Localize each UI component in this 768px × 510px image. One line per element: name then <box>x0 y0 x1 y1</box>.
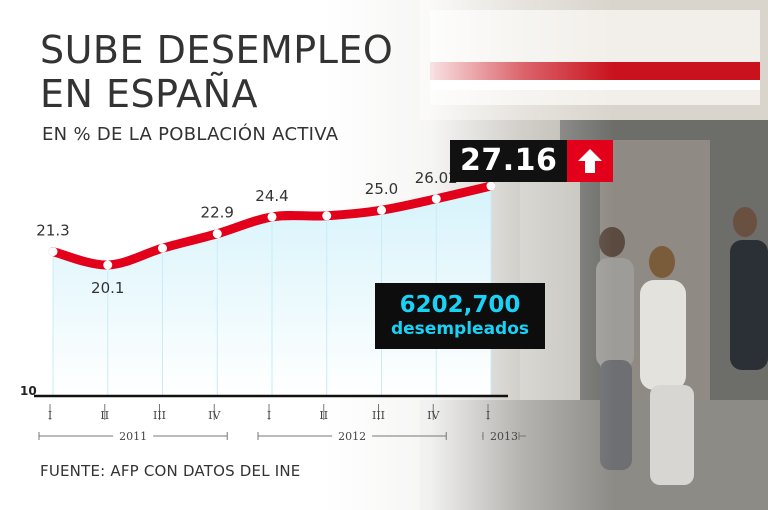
year-label: 2013 <box>490 430 518 443</box>
data-point <box>377 205 386 215</box>
data-point <box>486 181 496 191</box>
data-point <box>103 260 113 270</box>
x-tick-label: I <box>486 409 490 422</box>
data-point <box>267 212 277 222</box>
latest-value: 27.16 <box>450 140 568 182</box>
year-label: 2012 <box>338 430 366 443</box>
data-label: 21.3 <box>36 222 69 240</box>
data-point <box>322 211 332 221</box>
x-tick-label: III <box>372 409 385 422</box>
x-tick-label: IV <box>427 409 440 422</box>
unemployed-label: desempleados <box>390 319 530 339</box>
data-point <box>158 243 167 253</box>
data-point <box>48 247 58 257</box>
title-line-2: EN ESPAÑA <box>40 72 259 116</box>
chart-title: SUBE DESEMPLEO EN ESPAÑA <box>40 28 393 116</box>
up-arrow-icon <box>567 140 614 182</box>
data-label: 20.1 <box>91 279 124 297</box>
source-note: FUENTE: AFP CON DATOS DEL INE <box>40 462 301 480</box>
data-label: 26.02 <box>415 169 458 187</box>
x-tick-label: IV <box>208 409 221 422</box>
x-tick-label: I <box>267 409 271 422</box>
title-line-1: SUBE DESEMPLEO <box>40 28 394 72</box>
x-tick-label: III <box>153 409 166 422</box>
data-label: 22.9 <box>201 204 234 222</box>
unemployed-number: 6202,700 <box>399 292 521 318</box>
y-axis-min-label: 10 <box>20 384 37 398</box>
chart-subtitle: EN % DE LA POBLACIÓN ACTIVA <box>42 124 339 145</box>
unemployed-callout: 6202,700 desempleados <box>375 283 545 349</box>
data-label: 25.0 <box>365 180 398 198</box>
year-label: 2011 <box>119 430 147 443</box>
x-tick-label: II <box>100 409 109 422</box>
data-point <box>431 194 441 204</box>
data-point <box>212 229 222 239</box>
data-label: 24.4 <box>255 187 288 205</box>
latest-value-callout: 27.16 <box>450 140 614 182</box>
x-tick-label: II <box>319 409 328 422</box>
x-tick-label: I <box>48 409 52 422</box>
